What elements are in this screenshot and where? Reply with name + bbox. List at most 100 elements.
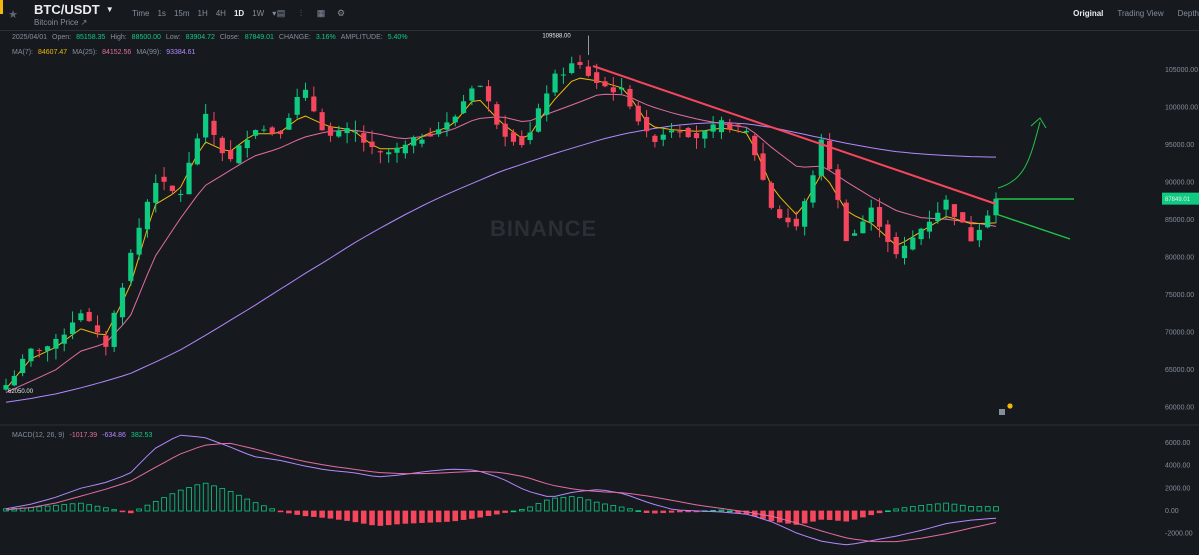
- candle-body: [702, 130, 708, 139]
- ma99-value: 93384.61: [166, 49, 196, 56]
- candle-body: [910, 237, 916, 250]
- interval-1d[interactable]: 1D: [233, 9, 245, 18]
- macd-histogram-bar: [776, 510, 783, 523]
- candle-body: [768, 182, 774, 208]
- macd-histogram-bar: [169, 493, 176, 512]
- pair-name[interactable]: BTC/USDT: [34, 2, 100, 17]
- high-value: 88500.00: [131, 34, 161, 41]
- macd-histogram-bar: [668, 510, 675, 513]
- candle-body: [53, 338, 59, 349]
- macd-histogram-bar: [286, 510, 292, 514]
- macd-histogram-bar: [726, 510, 733, 513]
- pair-subtitle[interactable]: Bitcoin Price ↗: [34, 18, 88, 27]
- macd-histogram-bar: [818, 510, 825, 520]
- candle-body: [685, 127, 691, 138]
- macd-histogram-bar: [61, 504, 68, 512]
- interval-1w[interactable]: 1W: [252, 9, 265, 18]
- pair-selector[interactable]: BTC/USDT ▼ Bitcoin Price ↗: [34, 2, 114, 27]
- green-arrow-curve: [997, 121, 1041, 189]
- view-tradingview[interactable]: Trading View: [1117, 9, 1164, 18]
- candle-body: [935, 212, 941, 222]
- interval-15m[interactable]: 15m: [173, 9, 190, 18]
- macd-histogram-bar: [552, 497, 558, 512]
- candle-body: [427, 133, 433, 137]
- macd-histogram-bar: [910, 506, 916, 512]
- candle-body: [136, 227, 142, 255]
- macd-histogram-bar: [69, 503, 76, 512]
- candle-body: [876, 207, 883, 227]
- macd-value-1: -1017.39: [69, 432, 98, 439]
- more-intervals-icon[interactable]: ▾: [272, 9, 277, 18]
- candle-body: [228, 149, 234, 160]
- interval-1s[interactable]: 1s: [157, 9, 166, 18]
- candle-body: [460, 101, 467, 114]
- macd-histogram-bar: [469, 510, 475, 519]
- candle-body: [943, 199, 949, 210]
- candle-body: [386, 152, 392, 155]
- event-dot-icon[interactable]: [1007, 403, 1013, 409]
- candle-body: [36, 350, 42, 352]
- indicators-icon[interactable]: ⫶: [299, 8, 303, 18]
- interval-4h[interactable]: 4H: [215, 9, 226, 18]
- candle-body: [44, 346, 51, 351]
- green-down-line: [995, 213, 1071, 240]
- candle-body: [86, 311, 92, 322]
- macd-histogram-bar: [793, 510, 800, 525]
- macd-histogram-bar: [444, 510, 450, 522]
- macd-histogram-bar: [377, 510, 384, 526]
- chevron-down-icon[interactable]: ▼: [105, 5, 114, 14]
- macd-histogram-bar: [244, 498, 251, 512]
- macd-histogram-bar: [227, 491, 234, 512]
- macd-value-3: 382.53: [130, 432, 153, 439]
- macd-histogram-bar: [277, 510, 284, 513]
- macd-histogram-bar: [535, 503, 542, 512]
- candle-body: [843, 202, 849, 242]
- candle-body: [144, 201, 151, 230]
- toolbar-divider: [0, 30, 1199, 31]
- view-depth[interactable]: Depth: [1177, 9, 1199, 18]
- price-axis-tick: 85000.00: [1165, 217, 1194, 224]
- candle-body: [552, 73, 558, 93]
- macd-histogram-bar: [452, 510, 459, 522]
- view-original[interactable]: Original: [1073, 9, 1104, 18]
- interval-1h[interactable]: 1H: [197, 9, 208, 18]
- macd-histogram-bar: [219, 488, 226, 512]
- macd-histogram-bar: [851, 510, 858, 520]
- candle-body: [693, 133, 700, 139]
- close-label: Close:: [219, 34, 240, 41]
- favorite-star-icon[interactable]: ★: [8, 9, 18, 21]
- candle-body: [660, 134, 666, 140]
- macd-histogram-bar: [518, 509, 525, 512]
- macd-histogram-bar: [94, 505, 101, 512]
- macd-histogram-bar: [943, 502, 949, 512]
- candle-body: [793, 218, 799, 227]
- last-price-text: 87849.01: [1165, 197, 1191, 203]
- event-marker-icon[interactable]: [999, 409, 1005, 415]
- candle-body: [103, 335, 109, 347]
- candle-body: [610, 87, 616, 93]
- candle-body: [519, 135, 525, 146]
- candle-body: [585, 66, 591, 76]
- macd-histogram-bar: [335, 510, 342, 520]
- candle-body: [893, 236, 899, 255]
- macd-histogram-bar: [959, 504, 966, 512]
- candle-body: [985, 215, 991, 228]
- low-label: Low:: [165, 34, 181, 41]
- candle-body: [153, 183, 159, 203]
- arrow-head-icon: [1030, 117, 1047, 129]
- candle-body: [735, 124, 741, 126]
- candle-body: [344, 128, 350, 134]
- candle-body: [918, 228, 924, 240]
- layout-icon[interactable]: ▦: [316, 8, 326, 18]
- macd-histogram-bar: [984, 506, 991, 512]
- chart-type-icon[interactable]: ▤: [276, 8, 286, 18]
- macd-histogram-bar: [144, 504, 151, 512]
- candle-body: [394, 147, 400, 153]
- interval-time[interactable]: Time: [132, 9, 150, 18]
- candle-body: [544, 93, 550, 115]
- candle-body: [269, 127, 275, 134]
- candle-body: [319, 112, 325, 131]
- settings-icon[interactable]: ⚙: [336, 8, 346, 18]
- candle-body: [851, 233, 858, 236]
